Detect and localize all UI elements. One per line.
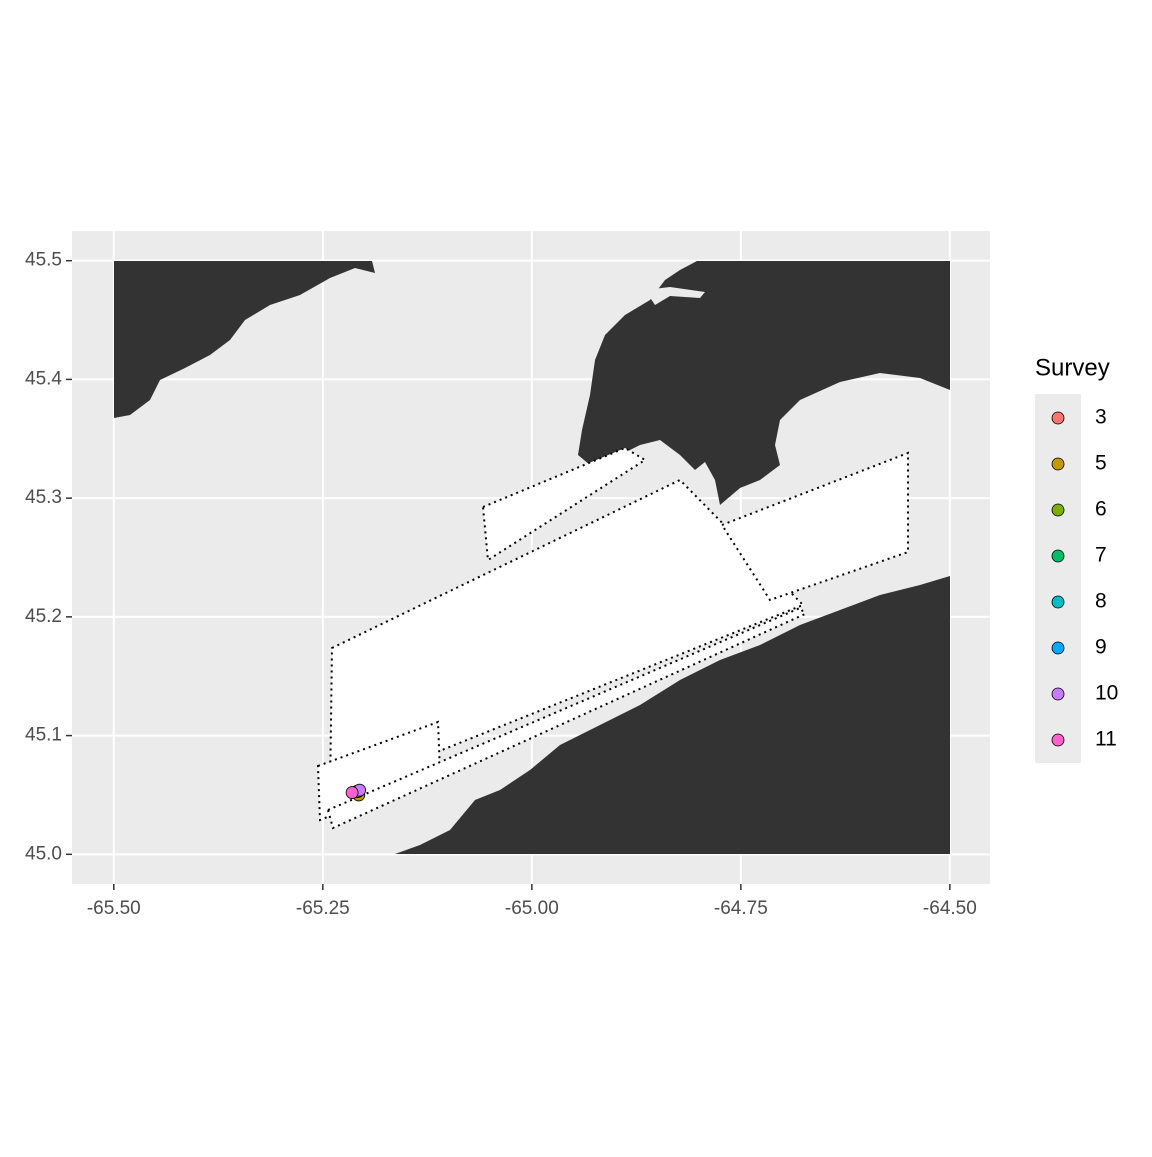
legend-key bbox=[1051, 733, 1065, 747]
area bbox=[328, 478, 805, 797]
legend-key bbox=[1051, 503, 1065, 517]
points bbox=[345, 783, 367, 802]
x-tick-label: -64.75 bbox=[714, 898, 768, 919]
legend-key bbox=[1051, 595, 1065, 609]
legend-title: Survey bbox=[1035, 354, 1110, 381]
y-tick-label: 45.4 bbox=[25, 368, 62, 389]
legend: 3 5 6 7 8 9 10 11 bbox=[1051, 406, 1118, 751]
land-ne bbox=[578, 261, 950, 505]
legend-label: 6 bbox=[1095, 498, 1107, 521]
land bbox=[114, 261, 950, 854]
legend-key bbox=[1051, 641, 1065, 655]
legend-label: 8 bbox=[1095, 590, 1107, 613]
x-tick-label: -65.25 bbox=[296, 898, 350, 919]
legend-key bbox=[1051, 687, 1065, 701]
legend-label: 10 bbox=[1095, 682, 1118, 705]
x-tick-label: -64.50 bbox=[923, 898, 977, 919]
axes: -65.50 -65.25 -65.00 -64.75 -64.50 45.0 45.1 45… bbox=[25, 250, 977, 919]
survey-areas bbox=[316, 446, 909, 830]
land-nw bbox=[114, 261, 375, 418]
area bbox=[481, 446, 647, 562]
legend-label: 5 bbox=[1095, 452, 1107, 475]
legend-label: 9 bbox=[1095, 636, 1107, 659]
y-tick-label: 45.5 bbox=[25, 250, 62, 271]
y-tick-label: 45.3 bbox=[25, 487, 62, 508]
y-tick-label: 45.2 bbox=[25, 606, 62, 627]
legend-box bbox=[1035, 394, 1081, 763]
area bbox=[720, 451, 909, 602]
legend-label: 3 bbox=[1095, 406, 1107, 429]
x-tick-label: -65.00 bbox=[505, 898, 559, 919]
legend-key bbox=[1051, 457, 1065, 471]
legend-key bbox=[1051, 549, 1065, 563]
y-tick-label: 45.0 bbox=[25, 843, 62, 864]
legend-label: 11 bbox=[1095, 728, 1117, 751]
legend-label: 7 bbox=[1095, 544, 1107, 567]
y-tick-label: 45.1 bbox=[25, 725, 62, 746]
area bbox=[326, 606, 807, 830]
land-se bbox=[395, 576, 950, 854]
point bbox=[345, 786, 359, 799]
inlet bbox=[645, 287, 705, 305]
x-tick-label: -65.50 bbox=[87, 898, 141, 919]
legend-key bbox=[1051, 411, 1065, 425]
